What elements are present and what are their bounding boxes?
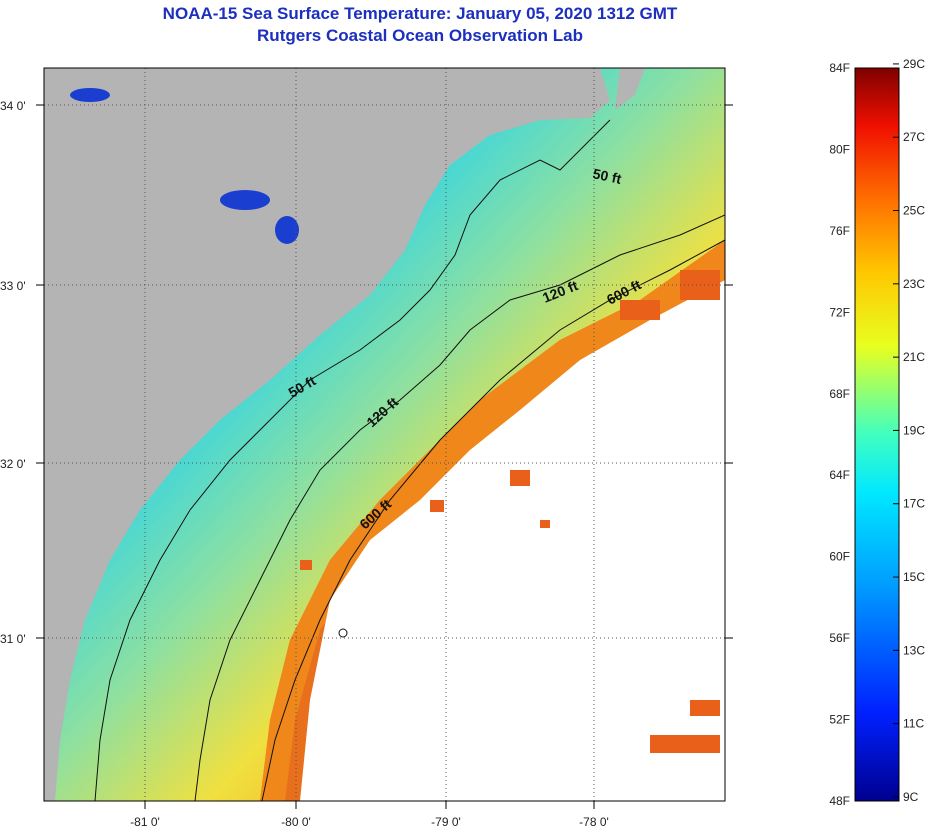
lat-label: 32 0' (0, 457, 26, 471)
colorbar-c-label: 19C (903, 423, 925, 437)
colorbar-f-label: 68F (829, 387, 850, 401)
land (44, 68, 610, 801)
map-frame (43, 67, 726, 802)
depth-label-50ft: 50 ft (591, 165, 623, 187)
colorbar-c-label: 15C (903, 570, 925, 584)
lake (275, 216, 299, 244)
axis-ticks (36, 104, 733, 809)
colorbar-f-label: 52F (829, 713, 850, 727)
colorbar-c-label: 13C (903, 643, 925, 657)
lake (70, 88, 110, 102)
lon-label: -80 0' (281, 815, 311, 829)
colorbar-c-label: 23C (903, 277, 925, 291)
cloud-cover (300, 280, 725, 801)
lon-label: -79 0' (431, 815, 461, 829)
contour-120ft (194, 214, 725, 801)
map-subtitle: Rutgers Coastal Ocean Observation Lab (257, 26, 583, 45)
colorbar-f-label: 80F (829, 142, 850, 156)
colorbar-f-label: 72F (829, 305, 850, 319)
sst-speckle (300, 270, 720, 753)
land (615, 68, 645, 110)
lat-label: 31 0' (0, 632, 26, 646)
lat-label: 33 0' (0, 279, 26, 293)
contour-600ft-island (338, 628, 348, 638)
colorbar-f-label: 64F (829, 468, 850, 482)
map-title: NOAA-15 Sea Surface Temperature: January… (162, 4, 678, 23)
colorbar-c-label: 9C (903, 790, 919, 804)
colorbar: 84F 80F 76F 72F 68F 64F 60F 56F 52F 48F 29C 27C 25C… (829, 57, 925, 808)
lat-label: 34 0' (0, 99, 26, 113)
colorbar-f-label: 56F (829, 631, 850, 645)
graticule (44, 68, 725, 801)
colorbar-f-label: 48F (829, 794, 850, 808)
colorbar-c-label: 17C (903, 497, 925, 511)
colorbar-f-label: 76F (829, 224, 850, 238)
lake (220, 190, 270, 210)
contour-600ft (261, 239, 725, 801)
colorbar-f-label: 84F (829, 61, 850, 75)
warm-band (260, 240, 725, 801)
colorbar-c-label: 11C (903, 717, 924, 731)
colorbar-f-label: 60F (829, 550, 850, 564)
colorbar-c-label: 21C (903, 350, 925, 364)
lon-label: -81 0' (130, 815, 160, 829)
colorbar-c-label: 27C (903, 130, 925, 144)
colorbar-c-label: 29C (903, 57, 925, 71)
colorbar-c-label: 25C (903, 204, 925, 218)
lon-label: -78 0' (579, 815, 609, 829)
contour-50ft (94, 119, 611, 801)
colorbar-ramp (854, 67, 900, 802)
